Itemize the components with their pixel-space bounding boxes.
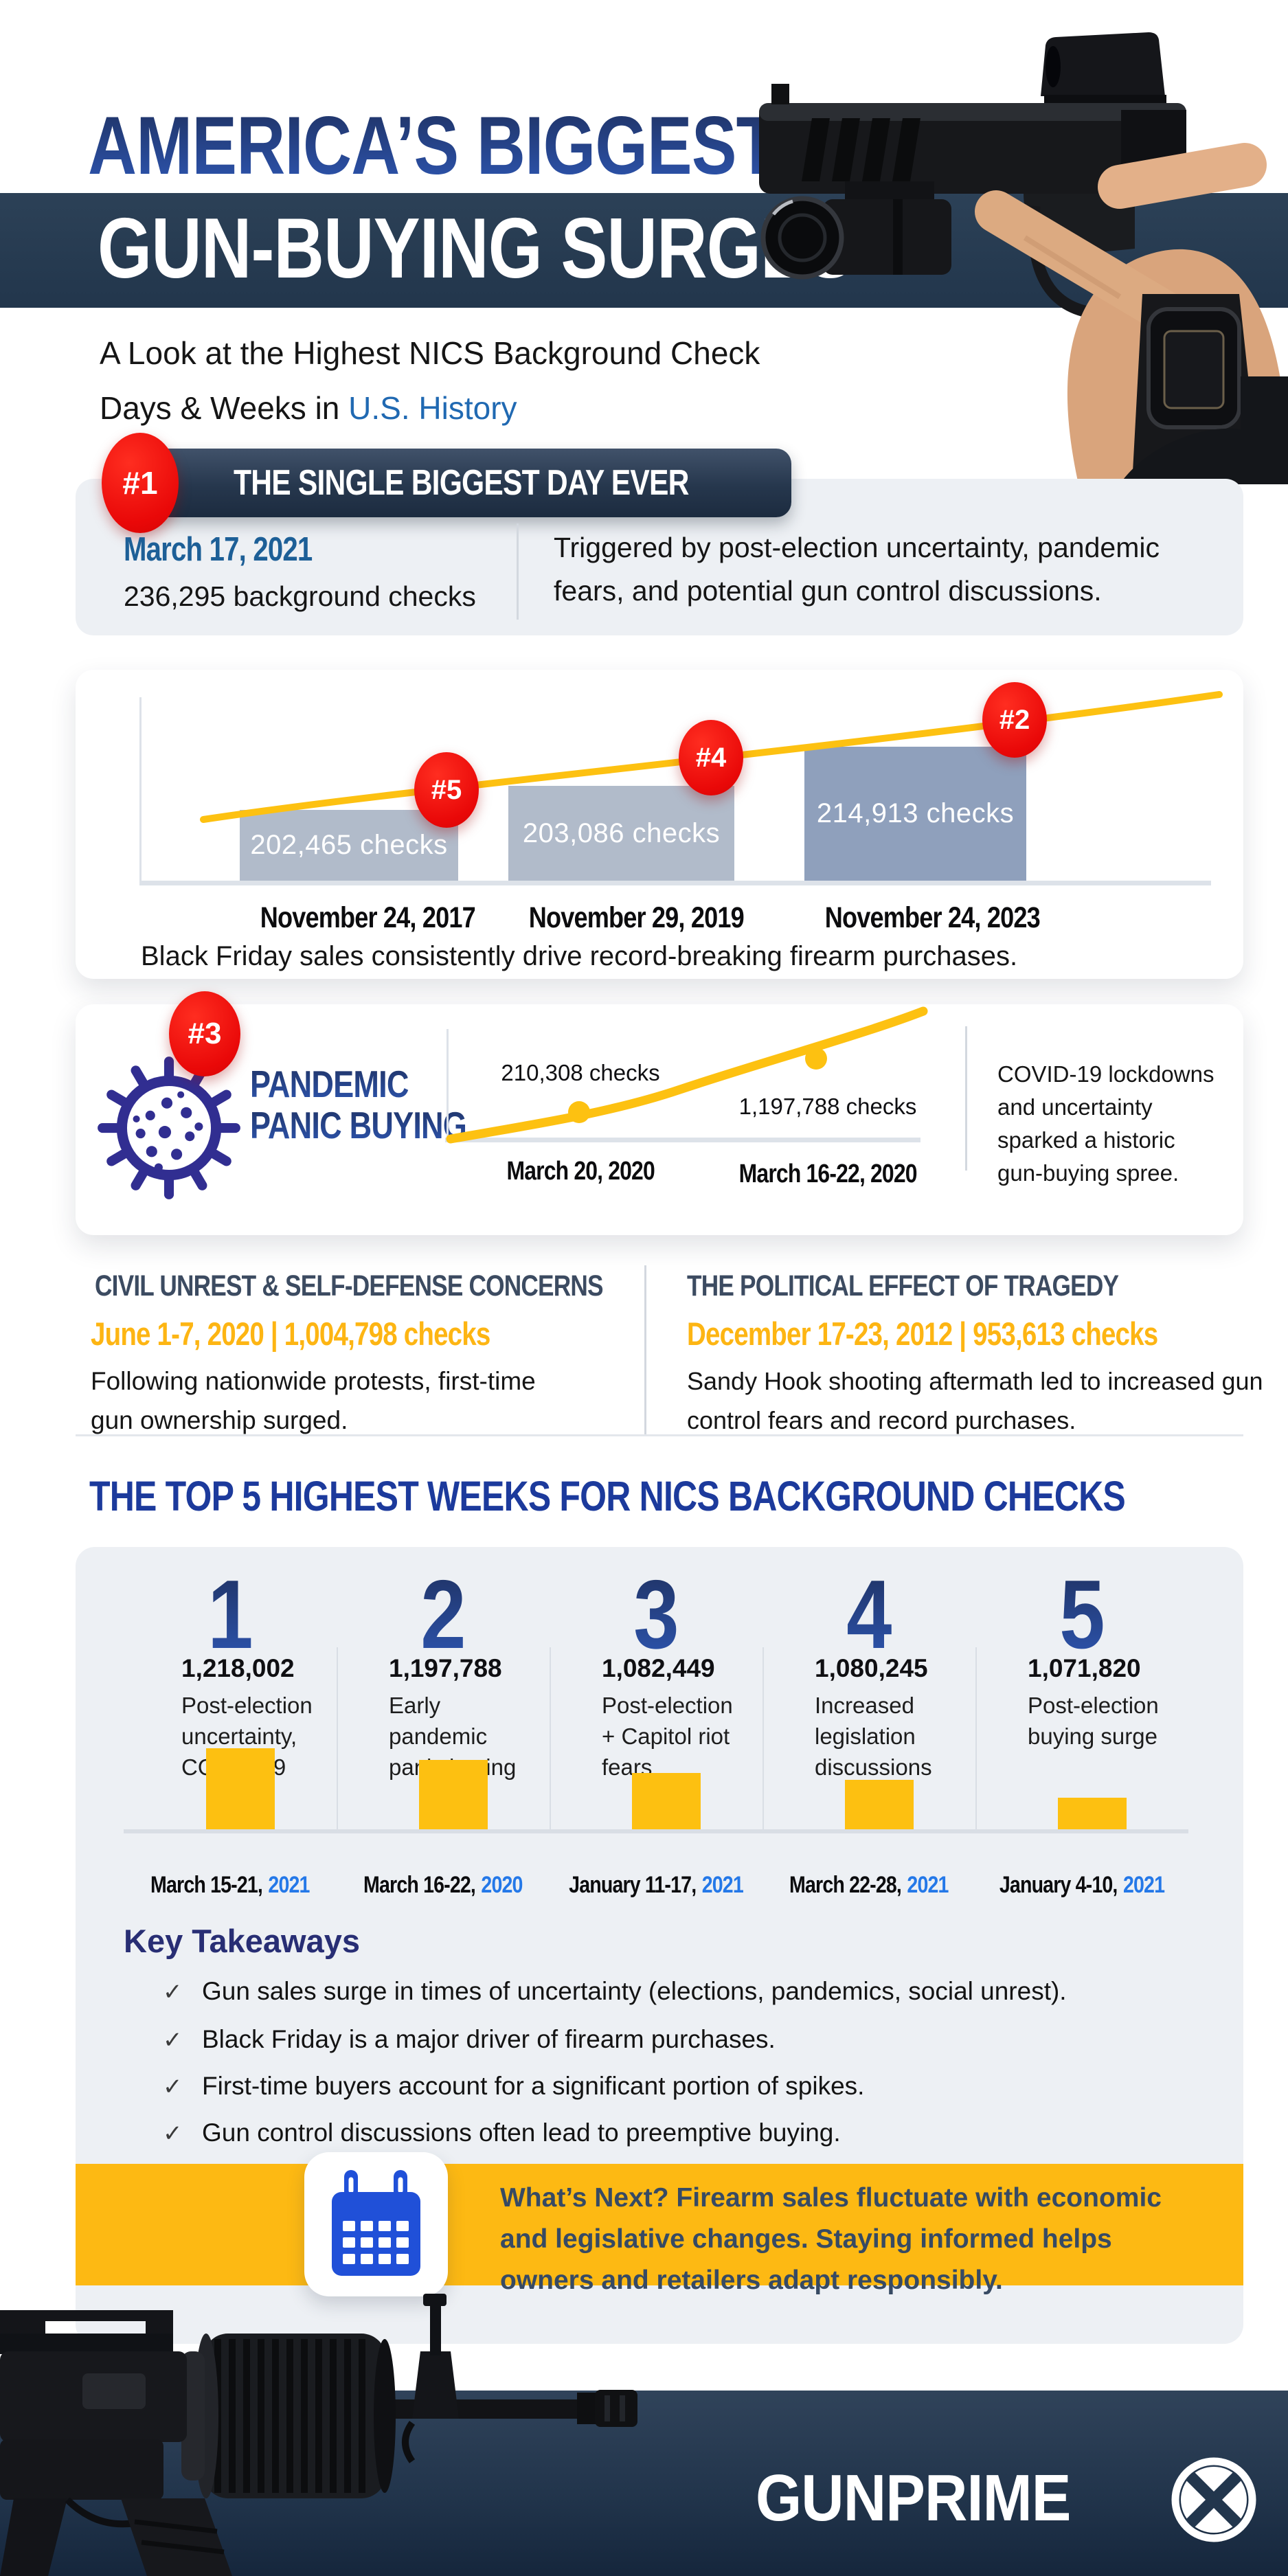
rank-badge-2: #2: [982, 682, 1047, 758]
top5-separator: [337, 1647, 338, 1831]
calendar-icon: [332, 2170, 420, 2276]
takeaway-item: First-time buyers account for a signific…: [202, 2072, 865, 2100]
logo-mark-icon: [1171, 2457, 1256, 2542]
takeaways-title: Key Takeaways: [124, 1923, 361, 1959]
subtitle-line1: A Look at the Highest NICS Background Ch…: [100, 335, 760, 371]
pandemic-point1-date: March 20, 2020: [506, 1157, 655, 1186]
check-icon: ✓: [163, 2074, 183, 2100]
biggest-day-date: March 17, 2021: [124, 531, 313, 568]
pistol-photo: [759, 0, 1288, 484]
black-friday-bar-2023: 214,913 checks: [804, 747, 1026, 881]
top5-date-3: January 11-17, 2021: [569, 1872, 744, 1898]
brand-logo: GUNPRIME: [756, 2461, 1071, 2535]
check-icon: ✓: [163, 1979, 183, 2005]
subtitle-highlight: U.S. History: [348, 390, 517, 426]
top5-value-3: 1,082,449: [602, 1654, 715, 1682]
tragedy-description: Sandy Hook shooting aftermath led to inc…: [687, 1367, 1263, 1434]
rank-badge-3: #3: [169, 991, 240, 1076]
black-friday-date-2017: November 24, 2017: [260, 901, 476, 934]
whats-next-banner: [76, 2164, 1243, 2285]
pandemic-point2-label: 1,197,788 checks: [738, 1094, 917, 1119]
biggest-day-divider: [517, 523, 519, 620]
black-friday-bar-2019: 203,086 checks: [508, 786, 734, 881]
top5-bar-1: [206, 1748, 275, 1831]
check-icon: ✓: [163, 2027, 183, 2053]
black-friday-bar-2017: 202,465 checks: [240, 810, 458, 881]
rank-badge-1: #1: [102, 433, 179, 533]
top5-rank-4: 4: [846, 1560, 892, 1669]
pandemic-title: PANDEMIC PANIC BUYING: [250, 1063, 467, 1146]
virus-icon: [98, 1057, 240, 1199]
whats-next-text: What’s Next? Firearm sales fluctuate wit…: [500, 2183, 1162, 2295]
top5-date-2: March 16-22, 2020: [363, 1872, 523, 1898]
top5-rank-2: 2: [420, 1560, 466, 1669]
top5-value-1: 1,218,002: [181, 1654, 295, 1682]
biggest-day-banner: THE SINGLE BIGGEST DAY EVER: [127, 449, 791, 517]
page-title-line2: GUN-BUYING SURGES: [98, 201, 853, 296]
top5-separator: [550, 1647, 551, 1831]
top5-title: THE TOP 5 HIGHEST WEEKS FOR NICS BACKGRO…: [89, 1473, 1126, 1519]
black-friday-baseline: [139, 881, 1211, 885]
top5-bar-4: [845, 1780, 914, 1831]
tragedy-title: THE POLITICAL EFFECT OF TRAGEDY: [687, 1269, 1119, 1302]
top5-value-5: 1,071,820: [1028, 1654, 1141, 1682]
pandemic-y-axis: [447, 1029, 449, 1142]
top5-bar-2: [419, 1760, 488, 1831]
rifle-photo: [0, 2294, 637, 2576]
top5-rank-5: 5: [1059, 1560, 1105, 1669]
biggest-day-description: Triggered by post-election uncertainty, …: [554, 532, 1160, 607]
subtitle-line2: Days & Weeks in U.S. History: [100, 390, 517, 426]
tragedy-stat: December 17-23, 2012 | 953,613 checks: [687, 1315, 1158, 1352]
biggest-day-banner-label: THE SINGLE BIGGEST DAY EVER: [234, 463, 689, 503]
takeaway-item: Black Friday is a major driver of firear…: [202, 2025, 776, 2053]
bar-label: 202,465 checks: [250, 830, 448, 860]
civil-unrest-description: Following nationwide protests, first-tim…: [91, 1367, 536, 1434]
top5-desc-4: Increased legislation discussions: [815, 1693, 932, 1780]
pandemic-baseline: [445, 1138, 920, 1142]
black-friday-date-2019: November 29, 2019: [528, 901, 745, 934]
top5-value-2: 1,197,788: [389, 1654, 502, 1682]
top5-rank-1: 1: [207, 1560, 253, 1669]
top5-desc-3: Post-election + Capitol riot fears: [602, 1693, 733, 1780]
top5-date-4: March 22-28, 2021: [789, 1872, 949, 1898]
bar-label: 203,086 checks: [522, 817, 721, 848]
rank-badge-5: #5: [414, 752, 479, 828]
top5-separator: [762, 1647, 764, 1831]
civil-unrest-title: CIVIL UNREST & SELF-DEFENSE CONCERNS: [95, 1269, 604, 1302]
events-divider: [644, 1265, 646, 1436]
check-icon: ✓: [163, 2121, 183, 2147]
top5-separator: [975, 1647, 977, 1831]
civil-unrest-stat: June 1-7, 2020 | 1,004,798 checks: [91, 1315, 490, 1352]
top5-bar-3: [632, 1773, 701, 1831]
top5-rank-3: 3: [633, 1560, 679, 1669]
page-title-line1: AMERICA’S BIGGEST: [88, 100, 778, 192]
pandemic-point1-label: 210,308 checks: [501, 1060, 660, 1085]
section-divider-line: [76, 1434, 1243, 1436]
black-friday-date-2023: November 24, 2023: [824, 901, 1041, 934]
top5-desc-5: Post-election buying surge: [1028, 1693, 1159, 1749]
black-friday-caption: Black Friday sales consistently drive re…: [141, 941, 1018, 971]
bar-label: 214,913 checks: [816, 798, 1015, 828]
pandemic-description: COVID-19 lockdowns and uncertainty spark…: [997, 1061, 1214, 1186]
takeaway-item: Gun sales surge in times of uncertainty …: [202, 1977, 1067, 2005]
top5-date-1: March 15-21, 2021: [150, 1872, 310, 1898]
top5-value-4: 1,080,245: [815, 1654, 928, 1682]
black-friday-y-axis: [139, 697, 142, 883]
pandemic-point2-date: March 16-22, 2020: [738, 1160, 917, 1188]
top5-bar-5: [1058, 1798, 1127, 1831]
takeaway-item: Gun control discussions often lead to pr…: [202, 2119, 841, 2147]
top5-date-5: January 4-10, 2021: [999, 1872, 1165, 1898]
pandemic-divider: [965, 1026, 967, 1171]
top5-baseline: [124, 1829, 1188, 1833]
biggest-day-stat: 236,295 background checks: [124, 580, 476, 612]
rank-badge-4: #4: [679, 720, 743, 795]
